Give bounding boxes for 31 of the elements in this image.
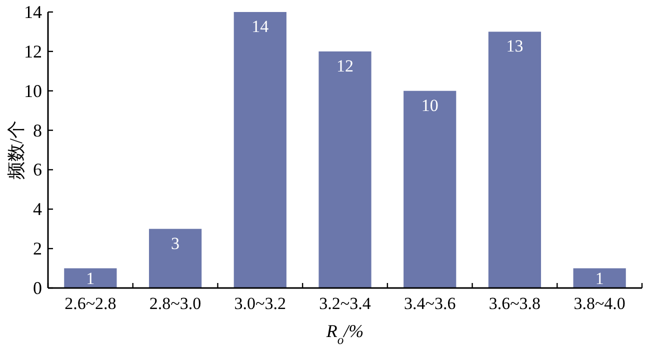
y-tick-label: 8 xyxy=(33,120,42,140)
y-tick-label: 10 xyxy=(24,80,42,101)
x-axis-title: R$_{o}$/% xyxy=(325,321,364,347)
y-tick-label: 12 xyxy=(24,41,42,62)
y-tick-label: 2 xyxy=(33,238,42,259)
data-label: 1 xyxy=(595,269,604,288)
x-tick-label: 3.0~3.2 xyxy=(234,294,286,313)
bar xyxy=(148,228,202,288)
data-label: 10 xyxy=(421,96,438,115)
y-tick-label: 0 xyxy=(33,278,42,298)
bar xyxy=(318,51,372,288)
bar xyxy=(234,12,286,288)
y-tick-label: 6 xyxy=(33,160,42,180)
x-tick-label: 3.6~3.8 xyxy=(488,294,541,313)
x-tick-label: 2.6~2.8 xyxy=(64,294,116,313)
x-tick-label: 3.4~3.6 xyxy=(404,294,456,313)
x-tick-label: 3.8~4.0 xyxy=(574,294,626,313)
data-label: 3 xyxy=(171,234,180,253)
bar xyxy=(64,268,117,288)
data-label: 1 xyxy=(86,269,95,288)
data-label: 13 xyxy=(506,36,524,56)
data-label: 14 xyxy=(252,17,270,36)
y-axis-title: 频数/个 xyxy=(6,120,26,180)
y-tick-label: 14 xyxy=(24,2,42,22)
y-tick-label: 4 xyxy=(33,199,42,220)
bar xyxy=(488,32,542,288)
data-label: 12 xyxy=(336,56,354,76)
bar xyxy=(573,268,626,288)
x-tick-label: 3.2~3.4 xyxy=(319,294,372,313)
bar xyxy=(404,90,456,288)
x-tick-label: 2.8~3.0 xyxy=(149,294,202,313)
